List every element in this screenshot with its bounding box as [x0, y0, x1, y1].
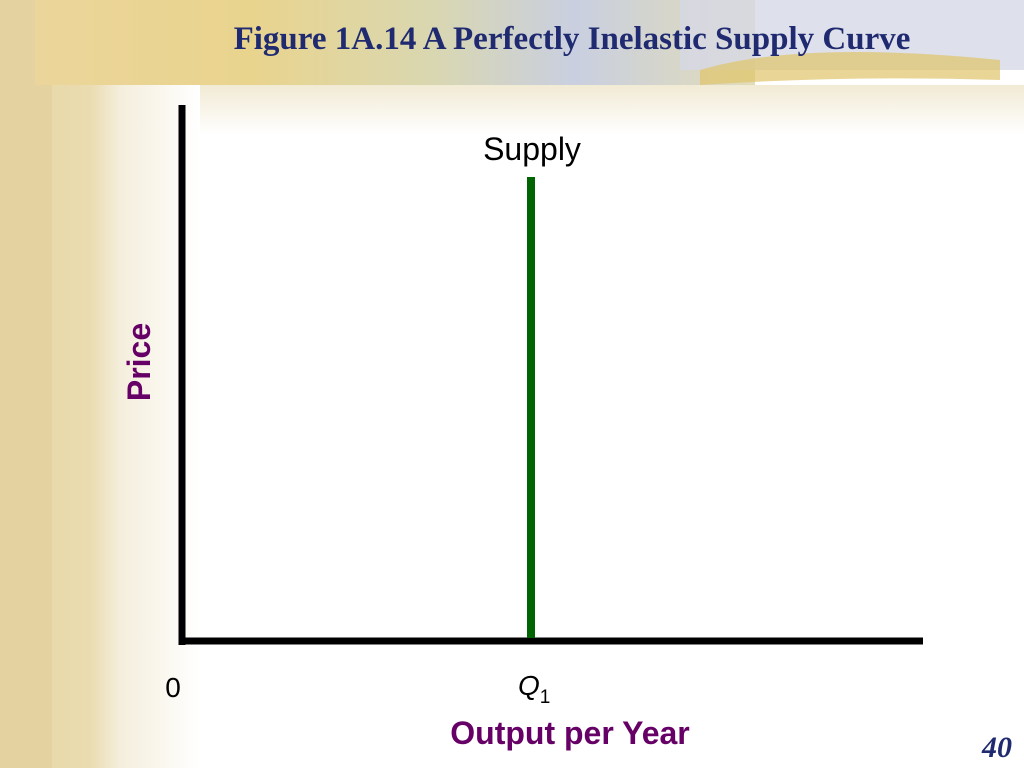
quantity-label: Q1 [518, 670, 550, 708]
y-axis-label: Price [121, 323, 157, 401]
origin-label: 0 [165, 672, 181, 703]
curve-label: Supply [483, 131, 581, 167]
banner-decoration [700, 52, 1000, 85]
side-texture [0, 0, 52, 768]
x-axis-label: Output per Year [450, 715, 689, 751]
quantity-subscript: 1 [540, 687, 551, 708]
title-banner [35, 0, 755, 85]
page-number: 40 [981, 731, 1012, 764]
slide-title: Figure 1A.14 A Perfectly Inelastic Suppl… [234, 21, 911, 57]
quantity-symbol: Q [518, 670, 540, 701]
top-fade [200, 85, 1024, 135]
